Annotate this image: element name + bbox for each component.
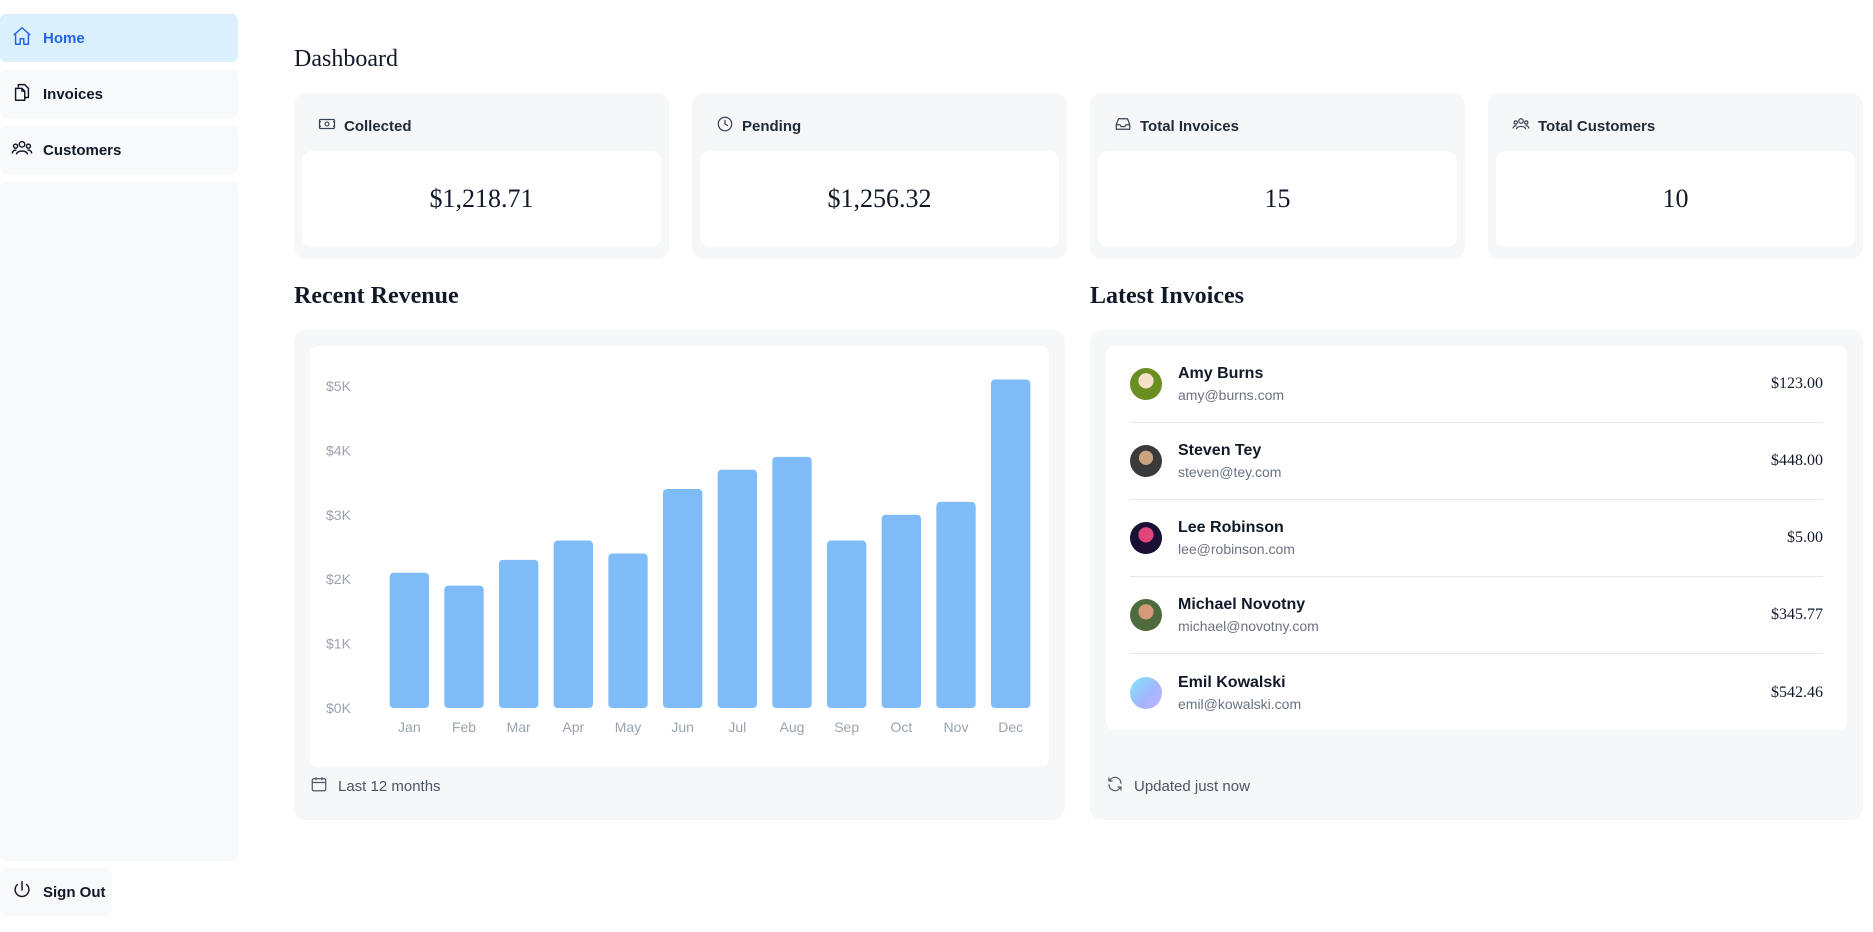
revenue-bar[interactable] [990, 379, 1031, 708]
avatar [1130, 599, 1162, 631]
card-total-customers: Total Customers 10 [1488, 93, 1863, 259]
customer-name: Amy Burns [1178, 365, 1264, 382]
sidebar-item-label: Home [43, 29, 85, 47]
y-tick-label: $4K [326, 442, 352, 458]
revenue-bar[interactable] [826, 540, 867, 708]
clock-icon [716, 115, 734, 137]
revenue-bar[interactable] [389, 572, 430, 708]
invoice-amount: $345.77 [1771, 606, 1823, 623]
invoice-row: Michael Novotny michael@novotny.com $345… [1130, 577, 1823, 654]
avatar [1130, 445, 1162, 477]
card-pending: Pending $1,256.32 [692, 93, 1067, 259]
revenue-bar[interactable] [553, 540, 594, 708]
document-duplicate-icon [11, 81, 33, 107]
card-title: Total Invoices [1140, 117, 1239, 135]
x-tick-label: Sep [834, 719, 859, 735]
x-tick-label: May [615, 719, 641, 735]
x-tick-label: Nov [944, 719, 969, 735]
revenue-bar[interactable] [772, 456, 812, 708]
customer-name: Emil Kowalski [1178, 673, 1286, 691]
revenue-bar[interactable] [936, 501, 976, 708]
revenue-bar[interactable] [881, 514, 922, 708]
invoice-amount: $542.46 [1771, 683, 1823, 701]
card-title: Pending [742, 117, 802, 135]
invoice-row: Emil Kowalski emil@kowalski.com $542.46 [1130, 654, 1823, 731]
user-group-icon [11, 137, 33, 163]
revenue-bar[interactable] [444, 585, 484, 708]
revenue-chart-svg: $0K $1K $2K $3K $4K $5K Jan Feb Mar Apr May Jun Jul A… [326, 378, 1031, 735]
card-title: Collected [344, 117, 412, 135]
latest-invoices-footer-text: Updated just now [1134, 777, 1250, 795]
sidebar-item-label: Invoices [43, 85, 104, 103]
invoice-row: Steven Tey steven@tey.com $448.00 [1130, 423, 1823, 500]
revenue-bar[interactable] [498, 559, 539, 708]
card-value: 15 [1098, 151, 1457, 247]
customer-name: Michael Novotny [1178, 596, 1306, 613]
latest-invoices-title: Latest Invoices [1090, 283, 1244, 309]
sidebar: Home Invoices Customers Sign Out [0, 0, 238, 932]
y-tick-label: $5K [326, 378, 352, 394]
sidebar-item-home[interactable]: Home [0, 14, 238, 62]
card-value: $1,218.71 [302, 151, 661, 247]
home-icon [11, 25, 33, 51]
invoice-amount: $448.00 [1771, 452, 1823, 469]
card-value: 10 [1496, 151, 1855, 247]
customer-name: Lee Robinson [1178, 519, 1284, 536]
invoice-row: Lee Robinson lee@robinson.com $5.00 [1130, 500, 1823, 577]
sidebar-item-customers[interactable]: Customers [0, 126, 238, 174]
revenue-bar[interactable] [608, 553, 648, 708]
sign-out-label: Sign Out [43, 883, 106, 901]
invoice-row: Amy Burns amy@burns.com $123.00 [1130, 346, 1823, 423]
x-tick-label: Jun [671, 719, 694, 735]
sidebar-spacer [0, 182, 238, 861]
sidebar-item-label: Customers [43, 141, 122, 159]
latest-invoices-footer: Updated just now [1106, 775, 1250, 797]
card-total-invoices: Total Invoices 15 [1090, 93, 1465, 259]
y-tick-label: $2K [326, 571, 352, 587]
customer-email: lee@robinson.com [1178, 541, 1295, 557]
y-tick-label: $0K [326, 700, 352, 716]
calendar-icon [310, 775, 328, 797]
x-tick-label: Oct [890, 719, 912, 735]
sidebar-item-invoices[interactable]: Invoices [0, 70, 238, 118]
x-tick-label: Jul [728, 719, 746, 735]
latest-invoices-panel: Amy Burns amy@burns.com $123.00 Steven T… [1090, 330, 1863, 820]
invoice-amount: $5.00 [1787, 529, 1823, 546]
avatar [1130, 676, 1162, 709]
revenue-footer-text: Last 12 months [338, 777, 441, 795]
banknotes-icon [318, 115, 336, 137]
card-value: $1,256.32 [700, 151, 1059, 247]
x-tick-label: Feb [452, 719, 476, 735]
invoice-amount: $123.00 [1771, 375, 1823, 392]
customer-email: michael@novotny.com [1178, 618, 1319, 634]
customer-email: emil@kowalski.com [1178, 695, 1302, 712]
avatar [1130, 522, 1162, 554]
card-title: Total Customers [1538, 117, 1656, 135]
invoice-list: Amy Burns amy@burns.com $123.00 Steven T… [1106, 346, 1847, 730]
avatar [1130, 368, 1162, 400]
x-tick-label: Aug [780, 719, 805, 735]
x-tick-label: Apr [562, 719, 584, 735]
user-group-icon [1512, 115, 1530, 137]
refresh-icon [1106, 775, 1124, 797]
revenue-footer: Last 12 months [310, 775, 441, 797]
revenue-bar[interactable] [662, 489, 703, 708]
x-tick-label: Jan [398, 719, 421, 735]
revenue-chart: $0K $1K $2K $3K $4K $5K Jan Feb Mar Apr May Jun Jul A… [310, 346, 1049, 767]
x-tick-label: Mar [507, 719, 531, 735]
sign-out-button[interactable]: Sign Out [0, 868, 112, 916]
revenue-title: Recent Revenue [294, 283, 459, 309]
card-collected: Collected $1,218.71 [294, 93, 669, 259]
x-tick-label: Dec [998, 719, 1023, 735]
revenue-bar[interactable] [717, 469, 758, 708]
revenue-panel: $0K $1K $2K $3K $4K $5K Jan Feb Mar Apr May Jun Jul A… [294, 330, 1065, 820]
customer-email: amy@burns.com [1178, 387, 1285, 403]
customer-name: Steven Tey [1178, 442, 1262, 459]
y-tick-label: $3K [326, 507, 352, 523]
y-tick-label: $1K [326, 636, 352, 652]
inbox-icon [1114, 115, 1132, 137]
power-icon [11, 879, 33, 905]
customer-email: steven@tey.com [1178, 464, 1282, 480]
page-title: Dashboard [294, 46, 398, 72]
